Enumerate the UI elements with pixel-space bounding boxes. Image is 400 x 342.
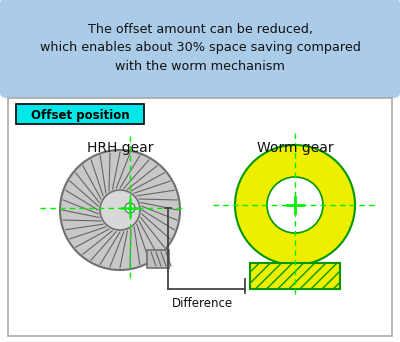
Circle shape <box>235 145 355 265</box>
Text: Worm gear: Worm gear <box>257 141 333 155</box>
Circle shape <box>267 177 323 233</box>
Text: Difference: Difference <box>172 297 233 310</box>
Bar <box>250 263 340 289</box>
Bar <box>147 250 169 268</box>
Text: HRH gear: HRH gear <box>87 141 153 155</box>
Bar <box>8 98 392 336</box>
Bar <box>16 104 144 124</box>
Text: The offset amount can be reduced,
which enables about 30% space saving compared
: The offset amount can be reduced, which … <box>40 23 360 73</box>
Circle shape <box>100 190 140 230</box>
Circle shape <box>125 203 135 213</box>
FancyBboxPatch shape <box>0 0 400 98</box>
Text: Offset position: Offset position <box>31 108 129 121</box>
Circle shape <box>60 150 180 270</box>
